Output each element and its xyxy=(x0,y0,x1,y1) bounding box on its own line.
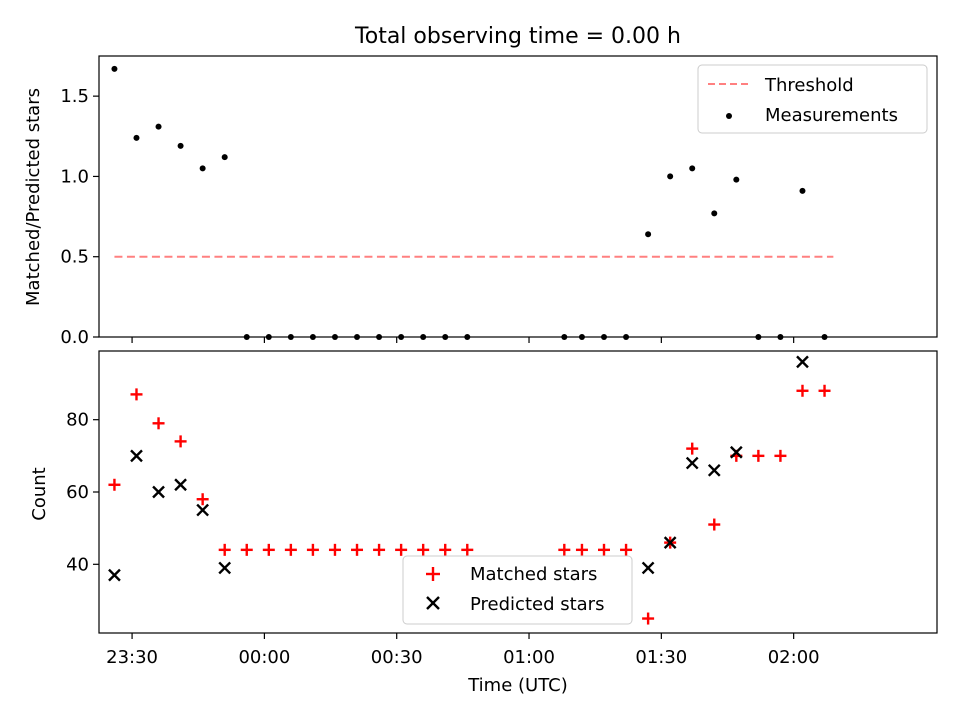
top-panel: Total observing time = 0.00 h 0.0 0.5 1.0 1… xyxy=(23,24,938,348)
matched-star-point xyxy=(642,612,655,625)
predicted-star-point xyxy=(130,449,143,463)
bottom-plot-area xyxy=(108,355,831,625)
matched-star-point xyxy=(417,543,430,556)
top-y-tick-label: 0.5 xyxy=(60,247,89,268)
matched-star-point xyxy=(575,543,588,556)
predicted-star-point xyxy=(218,561,232,575)
bottom-panel: 40 60 80 23:30 00:00 00:30 01:00 01:30 02:00 Co… xyxy=(29,350,938,696)
matched-star-point xyxy=(373,543,386,556)
legend-matched-label: Matched stars xyxy=(470,564,597,585)
bottom-y-tick-label: 40 xyxy=(66,554,89,575)
matched-star-point xyxy=(620,543,633,556)
x-tick-label: 23:30 xyxy=(106,647,158,668)
measurement-point xyxy=(645,231,652,238)
matched-star-point xyxy=(108,478,121,491)
x-tick-label: 00:00 xyxy=(238,647,290,668)
predicted-star-point xyxy=(796,355,809,369)
legend-predicted-label: Predicted stars xyxy=(470,594,604,615)
top-y-axis-label: Matched/Predicted stars xyxy=(23,88,44,306)
top-y-tick-label: 0.0 xyxy=(60,327,89,348)
predicted-star-point xyxy=(196,503,209,517)
legend-matched-swatch xyxy=(426,567,440,581)
measurement-point xyxy=(155,123,162,130)
matched-star-point xyxy=(818,384,831,397)
matched-star-point xyxy=(262,543,275,556)
matched-star-point xyxy=(351,543,364,556)
measurement-point xyxy=(199,165,206,172)
x-tick-label: 01:00 xyxy=(503,647,555,668)
bottom-y-tick-label: 60 xyxy=(66,482,89,503)
matched-star-point xyxy=(240,543,253,556)
matched-star-point xyxy=(558,543,571,556)
predicted-star-point xyxy=(729,445,743,459)
measurement-point xyxy=(111,65,118,72)
measurement-point xyxy=(221,154,228,161)
matched-star-point xyxy=(796,384,809,397)
measurement-point xyxy=(711,210,718,217)
x-tick-label: 01:30 xyxy=(635,647,687,668)
predicted-star-point xyxy=(663,536,677,549)
top-legend-box xyxy=(697,64,928,134)
bottom-y-tick-label: 80 xyxy=(66,410,89,431)
bottom-legend: Matched stars Predicted stars xyxy=(402,555,633,625)
top-y-tick-label: 1.0 xyxy=(60,166,89,187)
matched-star-point xyxy=(752,449,765,462)
matched-star-point xyxy=(174,435,187,448)
legend-measurements-swatch xyxy=(726,113,732,119)
bottom-axes-frame xyxy=(98,350,938,634)
matched-star-point xyxy=(686,442,699,455)
top-y-tick-label: 1.5 xyxy=(60,86,89,107)
predicted-star-point xyxy=(707,463,721,477)
bottom-y-axis-label: Count xyxy=(29,467,50,520)
bottom-x-ticks: 23:30 00:00 00:30 01:00 01:30 02:00 xyxy=(106,633,820,668)
matched-star-point xyxy=(152,417,165,430)
legend-threshold-label: Threshold xyxy=(764,75,854,96)
measurement-point xyxy=(177,142,184,149)
top-axes-frame xyxy=(98,55,938,338)
legend-predicted-swatch xyxy=(426,596,440,610)
matched-star-point xyxy=(708,518,721,531)
measurement-point xyxy=(689,165,696,172)
matched-star-point xyxy=(284,543,297,556)
predicted-star-point xyxy=(641,561,655,575)
top-legend: Threshold Measurements xyxy=(697,64,928,134)
predicted-star-point xyxy=(152,485,165,499)
predicted-star-point xyxy=(685,456,699,470)
matched-star-point xyxy=(130,388,143,401)
predicted-star-point xyxy=(174,478,187,492)
matched-star-point xyxy=(218,543,231,556)
bottom-y-ticks: 40 60 80 xyxy=(66,410,99,575)
predicted-star-point xyxy=(108,568,121,582)
chart-title: Total observing time = 0.00 h xyxy=(354,24,681,49)
matched-star-point xyxy=(328,543,341,556)
matched-star-point xyxy=(306,543,319,556)
matched-star-point xyxy=(439,543,452,556)
top-y-ticks: 0.0 0.5 1.0 1.5 xyxy=(60,86,99,348)
matched-star-point xyxy=(774,449,787,462)
x-tick-label: 00:30 xyxy=(371,647,423,668)
matched-star-point xyxy=(395,543,408,556)
measurement-point xyxy=(799,187,806,194)
matched-star-point xyxy=(598,543,611,556)
legend-measurements-label: Measurements xyxy=(765,105,898,126)
matched-star-point xyxy=(196,493,209,506)
bottom-legend-box xyxy=(402,555,633,625)
measurement-point xyxy=(667,173,674,180)
matched-star-point xyxy=(461,543,474,556)
x-tick-label: 02:00 xyxy=(768,647,820,668)
top-x-ticks xyxy=(131,337,795,343)
measurement-point xyxy=(733,176,740,183)
x-axis-label: Time (UTC) xyxy=(467,675,568,696)
measurement-point xyxy=(133,134,140,141)
